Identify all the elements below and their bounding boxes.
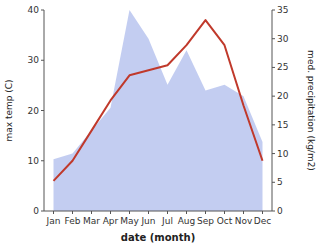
x-tick-label: Nov — [235, 216, 253, 226]
y2-axis-line — [272, 10, 273, 211]
y2-tick-label: 15 — [277, 120, 288, 130]
x-tick — [262, 211, 263, 214]
y2-tick-label: 5 — [277, 177, 283, 187]
y2-tick — [272, 182, 275, 183]
x-tick — [167, 211, 168, 214]
y2-tick — [272, 96, 275, 97]
y-tick — [41, 211, 44, 212]
x-tick-label: Aug — [178, 216, 196, 226]
y-tick — [41, 160, 44, 161]
y2-tick-label: 30 — [277, 34, 289, 44]
y2-tick-label: 10 — [277, 149, 289, 159]
y2-tick-label: 0 — [277, 206, 283, 216]
x-axis-line — [44, 211, 272, 212]
x-tick-label: Jan — [46, 216, 61, 226]
x-tick — [224, 211, 225, 214]
y-axis-label: max temp (C) — [4, 79, 14, 141]
x-tick-label: Dec — [254, 216, 271, 226]
y-tick — [41, 110, 44, 111]
y2-tick — [272, 67, 275, 68]
y2-tick-label: 35 — [277, 5, 288, 15]
x-tick-label: May — [120, 216, 139, 226]
y2-tick — [272, 211, 275, 212]
y-tick-label: 40 — [28, 5, 40, 15]
y-tick-label: 20 — [28, 106, 40, 116]
x-tick — [148, 211, 149, 214]
y-tick — [41, 60, 44, 61]
x-tick — [72, 211, 73, 214]
y2-tick — [272, 153, 275, 154]
x-tick-label: Apr — [103, 216, 119, 226]
y-tick-label: 0 — [33, 206, 39, 216]
y-tick-label: 10 — [28, 156, 40, 166]
x-tick-label: Jul — [161, 216, 173, 226]
x-tick — [186, 211, 187, 214]
y2-tick — [272, 124, 275, 125]
y-tick-label: 30 — [28, 55, 40, 65]
x-tick — [243, 211, 244, 214]
x-tick — [110, 211, 111, 214]
y2-tick — [272, 10, 275, 11]
x-tick — [205, 211, 206, 214]
x-tick-label: Oct — [217, 216, 233, 226]
y-tick — [41, 10, 44, 11]
y2-axis-label: med. precipitation (kg/m2) — [306, 50, 316, 171]
area — [54, 10, 263, 211]
line — [54, 20, 263, 181]
x-tick-label: Jun — [140, 216, 155, 226]
chart: 01020304005101520253035JanFebMarAprMayJu… — [0, 0, 318, 247]
x-tick-label: Mar — [83, 216, 100, 226]
x-tick-label: Sep — [197, 216, 214, 226]
x-tick — [129, 211, 130, 214]
plot-area — [54, 10, 263, 211]
x-tick — [53, 211, 54, 214]
x-tick-label: Feb — [65, 216, 81, 226]
x-axis-label: date (month) — [121, 232, 195, 243]
x-tick — [91, 211, 92, 214]
y2-tick-label: 25 — [277, 62, 288, 72]
y2-tick — [272, 38, 275, 39]
y2-tick-label: 20 — [277, 91, 289, 101]
